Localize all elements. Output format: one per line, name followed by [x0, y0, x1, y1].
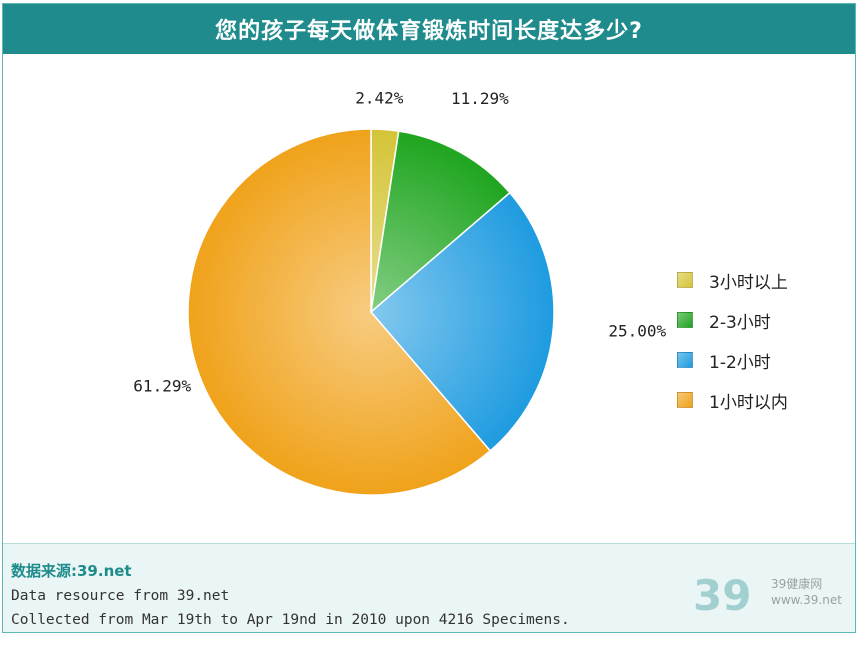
chart-title: 您的孩子每天做体育锻炼时间长度达多少? — [3, 4, 855, 54]
svg-text:39: 39 — [693, 571, 751, 620]
pie-value-labels: 2.42% 11.29% 25.00% 61.29% — [133, 89, 666, 396]
pie-chart: 2.42% 11.29% 25.00% 61.29% — [133, 89, 667, 496]
source-footer: 数据来源:39.net Data resource from 39.net Co… — [3, 543, 855, 632]
pie-slice-3 — [187, 128, 492, 496]
legend: 3小时以上 2-3小时 1-2小时 1小时以内 — [677, 260, 788, 420]
legend-swatch — [677, 392, 693, 408]
legend-swatch — [677, 352, 693, 368]
legend-swatch — [677, 312, 693, 328]
pie-slice-2 — [369, 191, 555, 452]
legend-label: 1-2小时 — [709, 352, 771, 373]
site-watermark-logo: 39 39健康网 www.39.net — [693, 566, 843, 630]
legend-swatch — [677, 272, 693, 288]
watermark-url-text: www.39.net — [771, 593, 842, 607]
legend-item-0: 3小时以上 — [677, 260, 788, 300]
legend-label: 3小时以上 — [709, 272, 788, 293]
pie-slice-1 — [369, 130, 511, 314]
legend-label: 1小时以内 — [709, 392, 788, 413]
slice-value-label-0: 2.42% — [355, 89, 404, 108]
chart-frame: 您的孩子每天做体育锻炼时间长度达多少? 2.42% 11.29% 25.00% 61.… — [2, 3, 856, 633]
pie-slices — [187, 128, 555, 496]
watermark-cn-text: 39健康网 — [771, 576, 822, 591]
slice-value-label-3: 61.29% — [133, 377, 191, 396]
legend-item-2: 1-2小时 — [677, 340, 788, 380]
source-line-1: Data resource from 39.net — [11, 588, 230, 604]
legend-item-3: 1小时以内 — [677, 380, 788, 420]
legend-label: 2-3小时 — [709, 312, 771, 333]
watermark-39-logo: 39 39健康网 www.39.net — [693, 571, 842, 620]
slice-value-label-1: 11.29% — [451, 89, 509, 108]
legend-item-1: 2-3小时 — [677, 300, 788, 340]
source-line-2: Collected from Mar 19th to Apr 19nd in 2… — [11, 612, 570, 628]
source-heading: 数据来源:39.net — [11, 562, 132, 580]
slice-value-label-2: 25.00% — [608, 322, 666, 341]
